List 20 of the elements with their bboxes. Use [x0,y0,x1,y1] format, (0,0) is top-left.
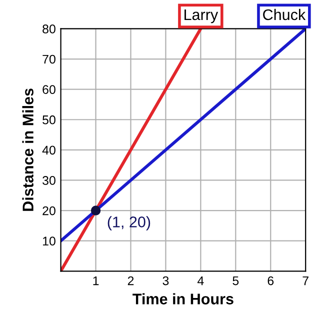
y-axis-title: Distance in Miles [22,88,34,211]
y-tick-label: 70 [42,54,56,64]
y-tick-label: 40 [42,146,56,155]
x-tick-label: 4 [197,276,204,286]
y-tick-label: 20 [42,206,56,216]
series-label: Chuck [263,8,306,20]
x-axis-title: Time in Hours [132,293,234,304]
x-tick-label: 1 [93,276,99,286]
y-tick-label: 50 [42,115,56,124]
y-tick-label: 80 [42,24,56,34]
x-tick-label: 5 [232,276,239,286]
y-tick-label: 60 [42,85,56,94]
series-label: Larry [184,9,218,24]
x-tick-label: 3 [162,276,169,286]
annotation: (1, 20) [108,216,150,230]
x-tick-label: 7 [302,276,308,286]
x-tick-label: 2 [128,276,134,286]
x-tick-label: 6 [268,276,274,286]
y-tick-label: 10 [42,236,56,246]
y-tick-label: 30 [42,176,56,185]
